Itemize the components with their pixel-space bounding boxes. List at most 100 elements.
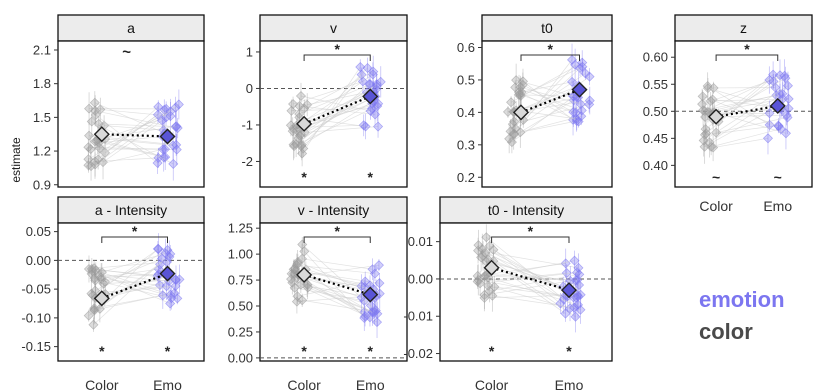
- panel-border: [481, 40, 613, 188]
- emotion-point: [160, 144, 171, 155]
- color-point: [508, 128, 519, 139]
- emotion-point: [161, 281, 172, 292]
- y-tick-label: 1.8: [33, 76, 51, 91]
- color-point: [289, 141, 300, 152]
- panel-border: [57, 222, 205, 362]
- mean-connector: [303, 273, 371, 296]
- subject-link: [304, 71, 374, 109]
- below-mark: *: [165, 343, 171, 359]
- subject-link: [94, 261, 168, 269]
- y-tick-label: 0.60: [643, 50, 668, 65]
- color-point: [98, 157, 109, 168]
- panel-title: v: [330, 20, 337, 36]
- y-tick-label: 0.2: [457, 170, 475, 185]
- subject-link: [512, 104, 590, 125]
- subject-link: [296, 264, 375, 274]
- panel-strip: [439, 196, 613, 224]
- color-mean-marker: [708, 108, 725, 125]
- y-tick-label: -0.05: [21, 282, 51, 297]
- color-point: [477, 244, 488, 255]
- color-point: [479, 289, 490, 301]
- emotion-point: [160, 152, 171, 163]
- y-tick-label: 0: [246, 81, 253, 96]
- y-tick-label: 0.25: [228, 324, 253, 339]
- emotion-point: [780, 73, 791, 84]
- x-tick-label: Emo: [356, 377, 385, 392]
- y-tick-label: -0.10: [21, 310, 51, 325]
- color-point: [294, 130, 305, 141]
- emotion-point: [157, 115, 168, 126]
- subject-link: [520, 85, 579, 110]
- y-tick-label: 0.00: [408, 271, 433, 286]
- color-mean-marker: [93, 126, 110, 143]
- color-point: [84, 103, 95, 114]
- subject-link: [101, 126, 177, 139]
- mean-connector: [715, 104, 778, 118]
- subject-link: [493, 260, 576, 318]
- emotion-point: [774, 89, 786, 100]
- color-point: [511, 75, 522, 86]
- below-mark: *: [301, 169, 307, 185]
- subject-link: [713, 137, 769, 148]
- y-axis-title: estimate: [9, 137, 23, 183]
- y-tick-label: 0.00: [228, 350, 253, 365]
- emotion-point: [355, 62, 366, 73]
- below-mark: *: [489, 343, 495, 359]
- panel-a-intensity: a - Intensity 0.05 0.00 -0.05 -0.10 -0.15 * * * C…: [21, 196, 205, 392]
- emotion-point: [367, 69, 378, 80]
- color-point: [484, 240, 495, 251]
- emotion-point: [152, 109, 163, 120]
- subject-link: [478, 244, 579, 297]
- color-point: [297, 253, 308, 264]
- panel-title: z: [740, 20, 747, 36]
- emotion-point: [356, 281, 367, 292]
- color-point: [707, 94, 718, 105]
- x-tick-label: Emo: [153, 377, 182, 392]
- subject-link: [95, 270, 171, 296]
- subject-link: [105, 138, 174, 146]
- subject-link: [101, 253, 166, 273]
- significance-mark: *: [528, 223, 534, 239]
- emotion-point: [165, 298, 176, 309]
- y-tick-label: 1.2: [33, 144, 51, 159]
- y-tick-label: -0.01: [403, 309, 433, 324]
- significance-bracket: [101, 236, 168, 243]
- color-point: [509, 116, 520, 127]
- significance-mark: *: [334, 41, 340, 57]
- color-point: [89, 136, 101, 147]
- emotion-point: [584, 71, 595, 82]
- subject-link: [492, 295, 575, 308]
- emotion-point: [567, 54, 578, 65]
- emotion-point: [573, 262, 584, 273]
- mean-connector: [101, 133, 168, 138]
- subject-link: [707, 87, 782, 110]
- color-point: [699, 106, 711, 117]
- emotion-point: [575, 63, 586, 74]
- mean-connector: [303, 95, 371, 125]
- color-point: [705, 95, 716, 107]
- x-tick-label: Color: [475, 377, 509, 392]
- subject-link: [711, 128, 781, 148]
- subject-link: [520, 120, 577, 133]
- color-point: [698, 135, 709, 146]
- emotion-point: [568, 107, 579, 118]
- x-tick-label: Color: [699, 198, 733, 214]
- panel-v-intensity: v - Intensity 1.25 1.00 0.75 0.50 0.25 0.00 * * *…: [228, 196, 408, 392]
- subject-link: [522, 84, 574, 113]
- subject-link: [95, 275, 170, 299]
- emotion-point: [774, 70, 786, 81]
- below-mark: ~: [774, 169, 782, 185]
- panel-z: z 0.60 0.55 0.50 0.45 0.40 * ~ ~ Color Emo: [643, 14, 813, 214]
- emotion-point: [570, 59, 581, 70]
- emotion-point: [368, 66, 379, 77]
- emotion-point: [569, 302, 580, 313]
- significance-mark: *: [334, 223, 340, 239]
- emotion-mean-marker: [571, 81, 588, 98]
- emotion-point: [358, 120, 369, 131]
- panel-t0: t0 0.6 0.5 0.4 0.3 0.2 *: [457, 14, 613, 188]
- color-point: [510, 123, 521, 134]
- panel-title: v - Intensity: [298, 202, 370, 218]
- emotion-point: [153, 269, 164, 280]
- emotion-point: [365, 105, 376, 116]
- color-point: [697, 91, 708, 102]
